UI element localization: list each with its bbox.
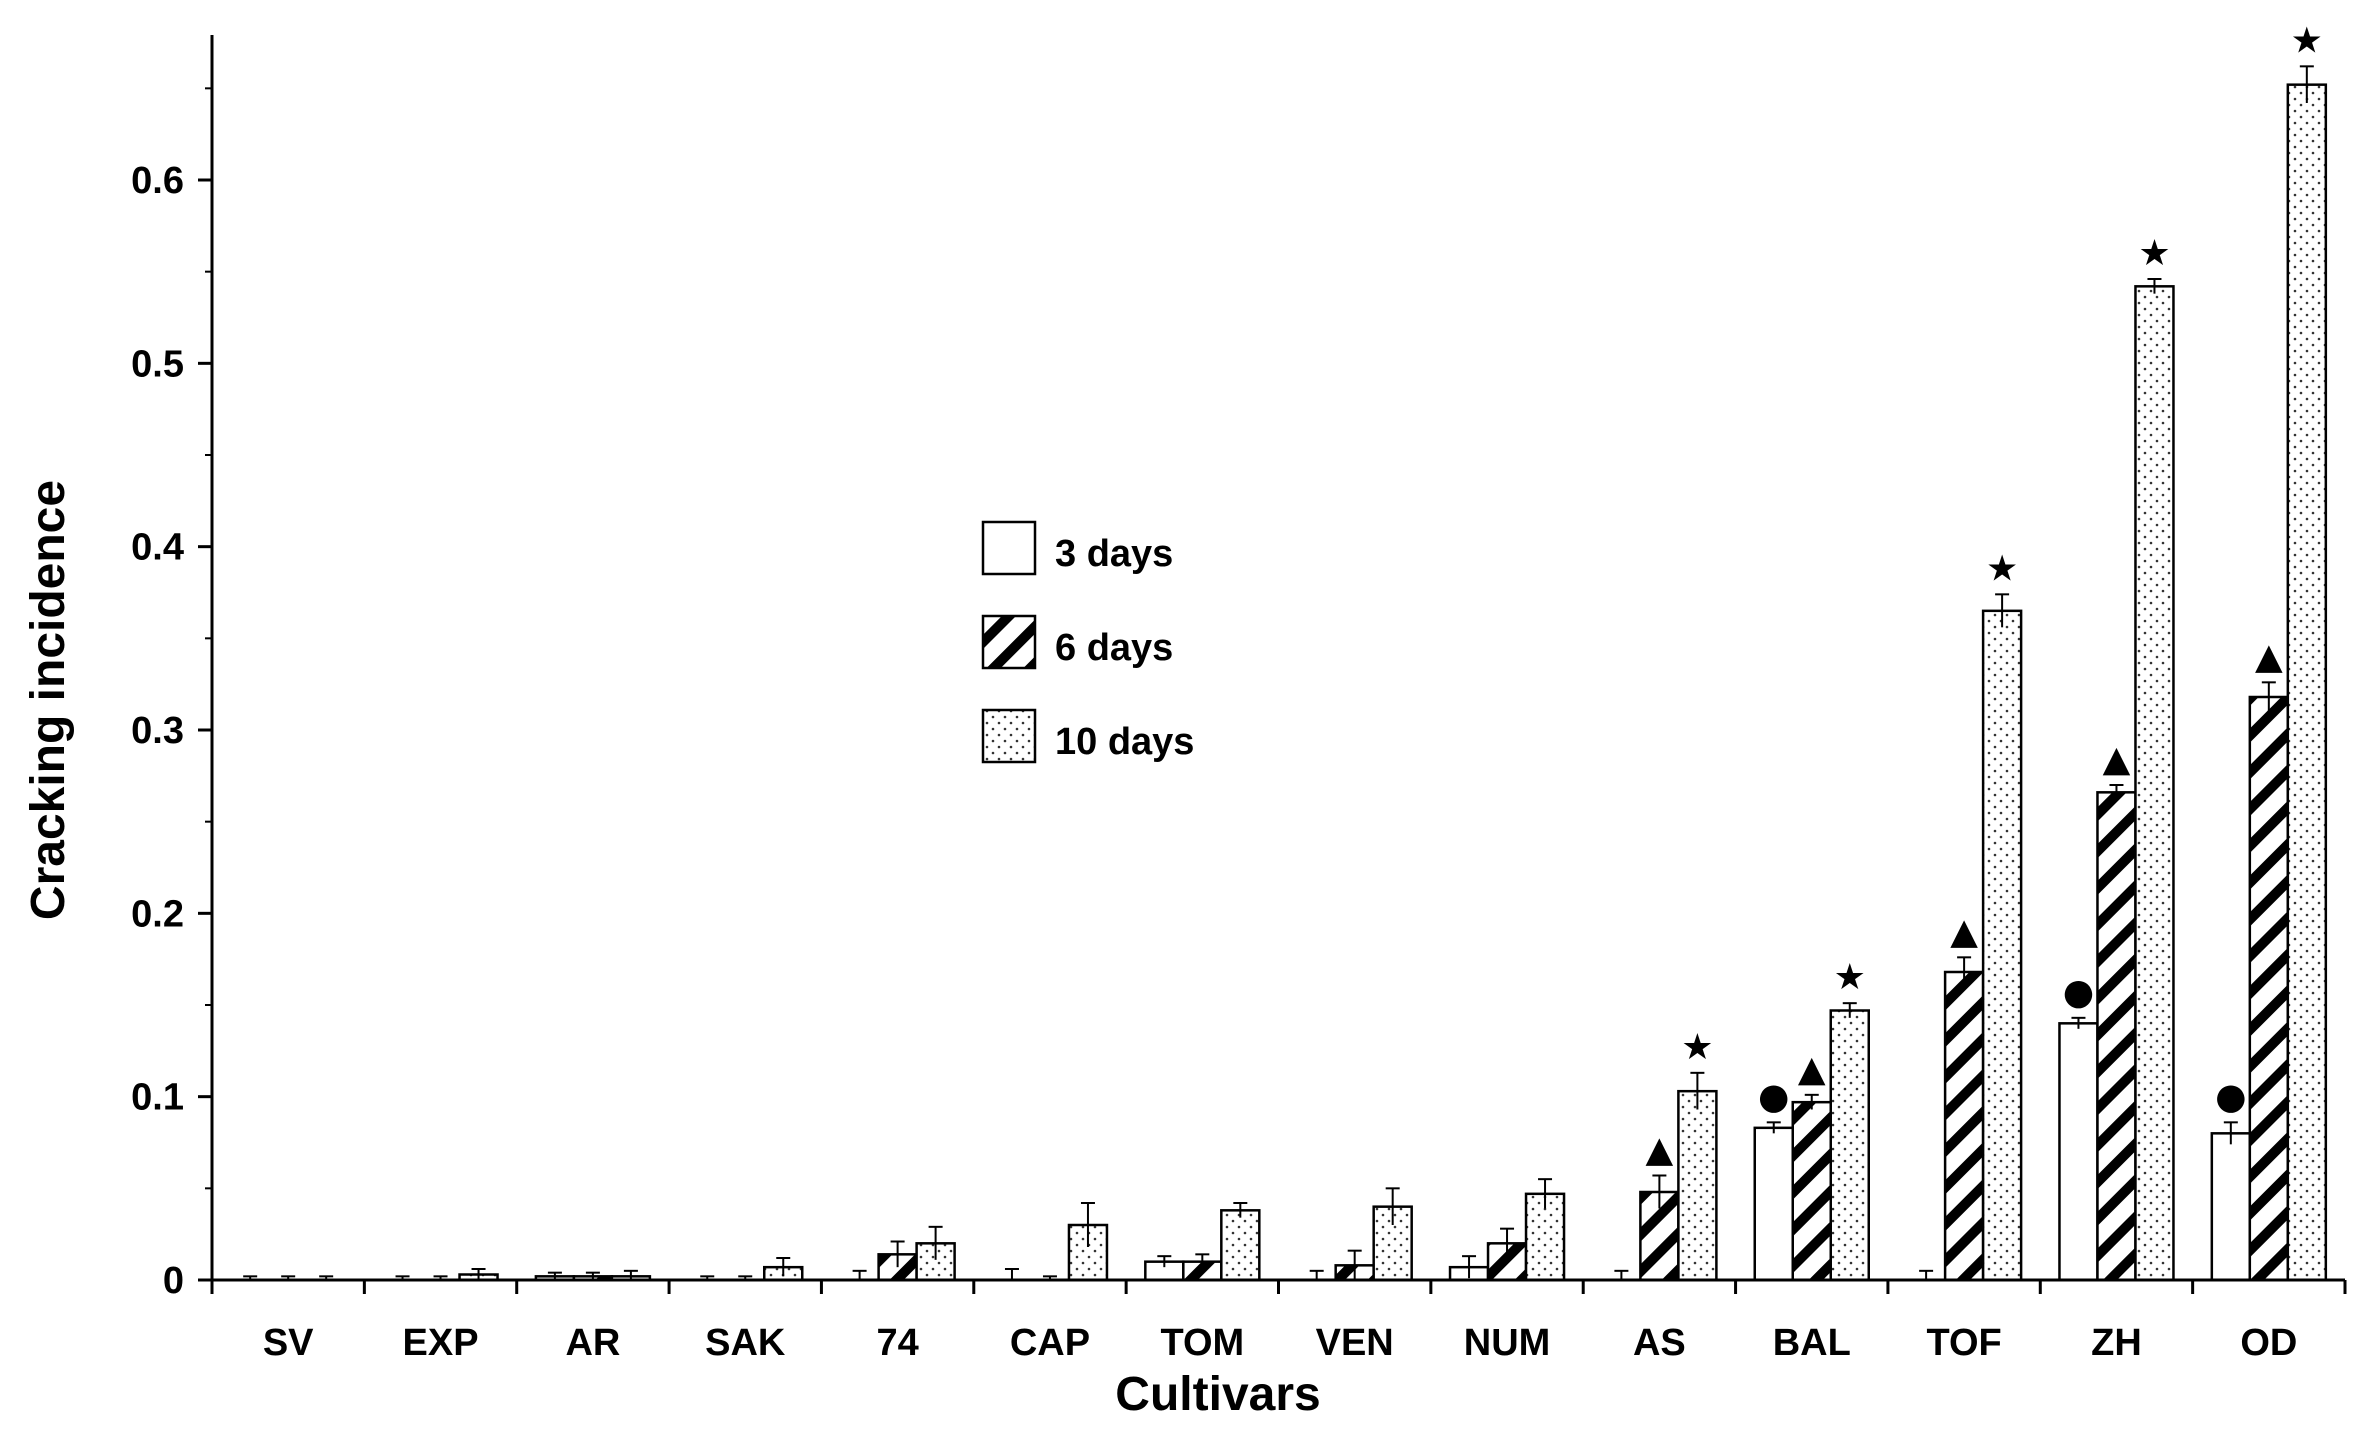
bars-layer [243,65,2328,1282]
category-label-CAP: CAP [1010,1322,1090,1364]
legend-swatch-hatched [981,614,1037,670]
legend: 3 days 6 days 10 days [981,520,1194,764]
category-label-ZH: ZH [2091,1322,2142,1364]
significance-marker-hatched-AS: ▲ [1646,1130,1674,1171]
bar-dotted-ZH [2134,285,2175,1282]
legend-label-dotted: 10 days [1055,721,1194,763]
category-label-74: 74 [876,1322,918,1364]
bar-hatched-OD [2248,695,2290,1282]
category-label-BAL: BAL [1773,1322,1851,1364]
bar-hatched-TOF [1943,970,1985,1282]
bar-dotted-TOM [1220,1209,1261,1282]
bar-hatched-ZH [2096,791,2137,1282]
significance-marker-hatched-ZH: ▲ [2103,739,2131,780]
category-label-EXP: EXP [403,1322,479,1364]
category-label-TOF: TOF [1926,1322,2001,1364]
significance-marker-hatched-BAL: ▲ [1798,1049,1826,1090]
bar-dotted-TOF [1981,609,2023,1282]
category-label-AR: AR [565,1322,620,1364]
significance-marker-empty-BAL: ● [1758,1076,1789,1117]
bar-empty-OD [2210,1132,2252,1282]
bar-dotted-OD [2286,83,2328,1282]
category-label-SV: SV [263,1322,314,1364]
x-axis-title: Cultivars [1115,1368,1320,1421]
legend-label-hatched: 6 days [1055,627,1173,669]
bar-hatched-BAL [1791,1100,1832,1282]
category-label-NUM: NUM [1464,1322,1551,1364]
category-label-TOM: TOM [1160,1322,1244,1364]
axes-layer [198,35,2347,1294]
legend-swatch-empty [981,520,1037,576]
category-label-VEN: VEN [1316,1322,1394,1364]
significance-marker-dotted-ZH: ★ [2138,233,2170,274]
y-tick-label-1: 0.1 [131,1077,184,1119]
category-label-SAK: SAK [705,1322,786,1364]
significance-marker-dotted-AS: ★ [1681,1027,1713,1068]
significance-marker-dotted-BAL: ★ [1834,957,1866,998]
significance-marker-empty-ZH: ● [2063,972,2094,1013]
legend-label-empty: 3 days [1055,533,1173,575]
y-tick-label-6: 0.6 [131,160,184,202]
y-tick-label-4: 0.4 [131,527,184,569]
y-tick-label-5: 0.5 [131,343,184,385]
y-tick-label-3: 0.3 [131,710,184,752]
significance-marker-hatched-TOF: ▲ [1950,911,1978,952]
y-axis-title: Cracking incidence [22,480,75,920]
significance-marker-empty-OD: ● [2215,1076,2246,1117]
bar-dotted-AS [1677,1089,1718,1282]
significance-marker-dotted-TOF: ★ [1986,548,2018,589]
bar-empty-BAL [1753,1126,1794,1282]
y-tick-label-0: 0 [163,1260,184,1302]
category-label-OD: OD [2240,1322,2297,1364]
bar-empty-ZH [2058,1022,2099,1282]
legend-swatch-dotted [981,708,1037,764]
y-tick-label-2: 0.2 [131,893,184,935]
significance-marker-hatched-OD: ▲ [2255,636,2283,677]
significance-marker-dotted-OD: ★ [2291,20,2323,61]
category-label-AS: AS [1633,1322,1686,1364]
bar-dotted-BAL [1829,1009,1870,1282]
labels-layer: SV EXP AR SAK 74 CAP TOM VEN NUM▲★AS●▲★BAL▲★TOF●… [22,20,2323,1421]
